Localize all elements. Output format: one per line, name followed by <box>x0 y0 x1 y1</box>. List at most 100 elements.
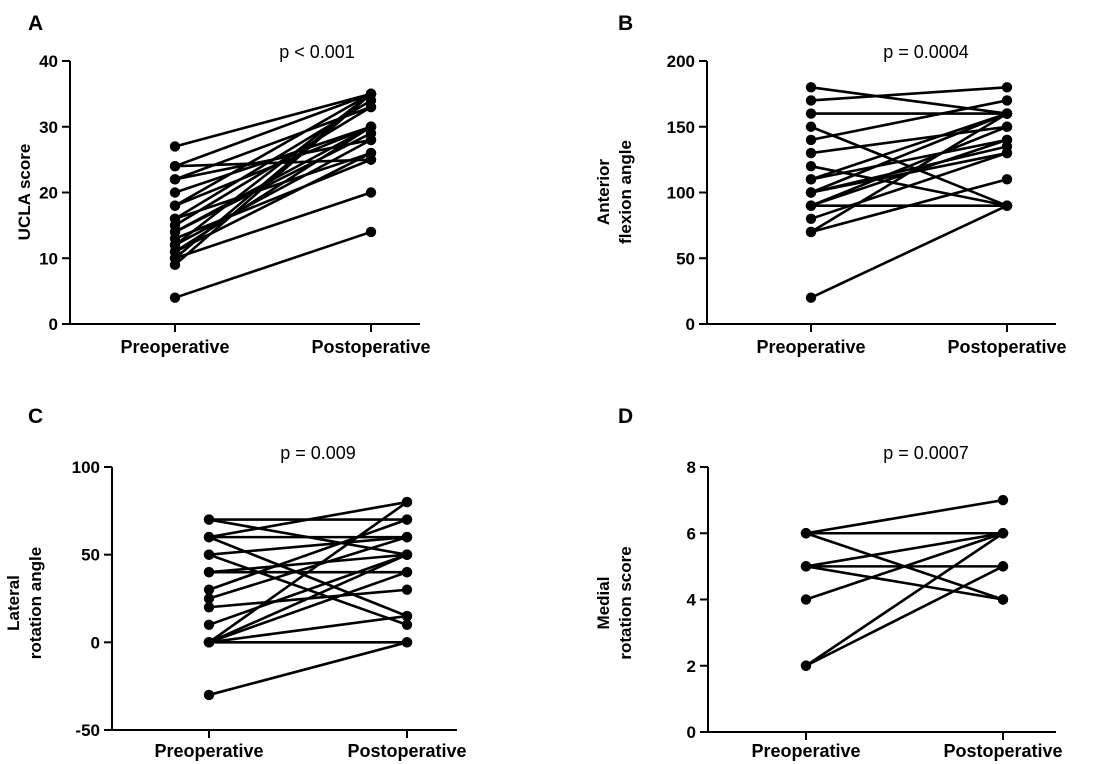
p-value-annotation: p = 0.0007 <box>883 443 969 463</box>
data-point-postoperative <box>1001 147 1013 159</box>
series-line <box>805 532 1004 601</box>
x-tick-label: Postoperative <box>347 741 466 761</box>
x-tick-label: Preoperative <box>756 337 865 357</box>
data-point-postoperative <box>401 610 413 622</box>
series-line <box>208 570 408 644</box>
data-point-postoperative <box>401 549 413 560</box>
data-point-preoperative <box>800 528 812 539</box>
y-tick-label: 50 <box>676 249 695 268</box>
y-tick-label: 20 <box>39 184 58 203</box>
y-axis-title-line: flexion angle <box>616 140 635 244</box>
series-line <box>208 553 408 644</box>
p-value-annotation: p < 0.001 <box>279 42 355 62</box>
data-point-preoperative <box>203 637 215 648</box>
y-tick-label: 2 <box>687 657 696 676</box>
y-axis-title-line: rotation score <box>616 546 635 659</box>
data-point-postoperative <box>401 584 413 595</box>
data-point-postoperative <box>1001 108 1013 119</box>
data-point-postoperative <box>401 619 413 630</box>
y-tick-label: 8 <box>687 458 696 477</box>
series-line <box>810 151 1008 221</box>
y-tick-label: 0 <box>686 315 695 334</box>
data-point-preoperative <box>203 531 215 543</box>
data-point-preoperative <box>203 593 215 604</box>
x-tick-label: Postoperative <box>311 337 430 357</box>
data-point-postoperative <box>997 561 1009 572</box>
x-tick-label: Preoperative <box>154 741 263 761</box>
data-point-postoperative <box>1001 82 1013 93</box>
y-axis-title-line: Medial <box>594 577 613 630</box>
y-tick-label: 6 <box>687 524 696 543</box>
data-point-preoperative <box>169 292 181 303</box>
series-line <box>174 92 372 207</box>
series-line <box>174 132 372 234</box>
data-point-postoperative <box>1001 174 1013 185</box>
data-point-preoperative <box>805 95 817 106</box>
series-line <box>174 191 372 260</box>
panel-letter: A <box>28 12 43 35</box>
data-point-preoperative <box>805 174 817 185</box>
series-line <box>174 230 372 299</box>
y-tick-label: 200 <box>667 52 695 71</box>
series-line <box>208 553 408 574</box>
data-point-postoperative <box>1001 200 1013 211</box>
data-point-preoperative <box>805 187 817 198</box>
data-point-postoperative <box>365 134 377 146</box>
y-tick-label: 100 <box>72 458 100 477</box>
panel-c: Cp = 0.009 -50 0 50 100 Preoperative Postopera… <box>4 405 467 761</box>
data-point-preoperative <box>805 200 817 211</box>
data-point-postoperative <box>401 567 413 578</box>
series-line <box>810 138 1008 181</box>
data-point-preoperative <box>169 259 181 271</box>
data-point-preoperative <box>203 689 215 701</box>
series-line <box>810 86 1008 115</box>
data-point-postoperative <box>401 514 413 525</box>
y-axis-title: Anterior flexion angle <box>594 140 635 244</box>
data-point-preoperative <box>203 619 215 630</box>
panel-a: Ap < 0.001 0 10 20 30 40 Preoperative Postopera… <box>15 12 431 357</box>
series-line <box>208 518 408 591</box>
series-line <box>810 112 1008 194</box>
series-line <box>174 138 372 247</box>
data-point-postoperative <box>365 187 377 198</box>
p-value-annotation: p = 0.009 <box>280 443 356 463</box>
data-point-preoperative <box>203 584 215 595</box>
y-tick-label: 0 <box>49 315 58 334</box>
data-point-postoperative <box>1001 95 1013 106</box>
series-line <box>208 500 408 539</box>
y-tick-label: 30 <box>39 118 58 137</box>
data-point-postoperative <box>997 594 1009 605</box>
series-line <box>174 158 372 240</box>
series-line <box>805 498 1004 535</box>
series-line <box>174 105 372 227</box>
y-tick-label: 10 <box>39 249 58 268</box>
data-point-preoperative <box>169 200 181 211</box>
data-point-postoperative <box>1001 134 1013 146</box>
y-tick-label: 100 <box>667 184 695 203</box>
data-point-postoperative <box>1001 121 1013 132</box>
series-line <box>810 125 1008 207</box>
data-point-preoperative <box>203 549 215 560</box>
panel-d: Dp = 0.0007 0 2 4 6 8 Preoperative Postoperativ… <box>594 405 1063 761</box>
data-point-preoperative <box>800 594 812 605</box>
data-point-preoperative <box>805 292 817 303</box>
series-line <box>174 92 372 247</box>
series-line <box>208 501 408 644</box>
y-axis-title: Lateral rotation angle <box>4 547 45 659</box>
series-line <box>208 535 408 618</box>
data-point-postoperative <box>365 226 377 238</box>
data-point-postoperative <box>997 494 1009 506</box>
data-point-preoperative <box>805 134 817 146</box>
series-line <box>208 535 408 600</box>
series-line <box>208 553 408 627</box>
y-axis-title-line: UCLA score <box>15 144 34 241</box>
panel-letter: D <box>618 405 633 428</box>
panel-b: Bp = 0.0004 0 50 100 150 200 Preoperative Posto… <box>594 12 1067 357</box>
y-axis-title-line: Lateral <box>4 575 23 631</box>
data-point-postoperative <box>365 101 377 113</box>
data-point-preoperative <box>805 213 817 224</box>
data-point-postoperative <box>365 88 377 100</box>
data-point-preoperative <box>805 147 817 159</box>
series-line <box>805 565 1004 601</box>
y-axis-title: Medial rotation score <box>594 546 635 659</box>
